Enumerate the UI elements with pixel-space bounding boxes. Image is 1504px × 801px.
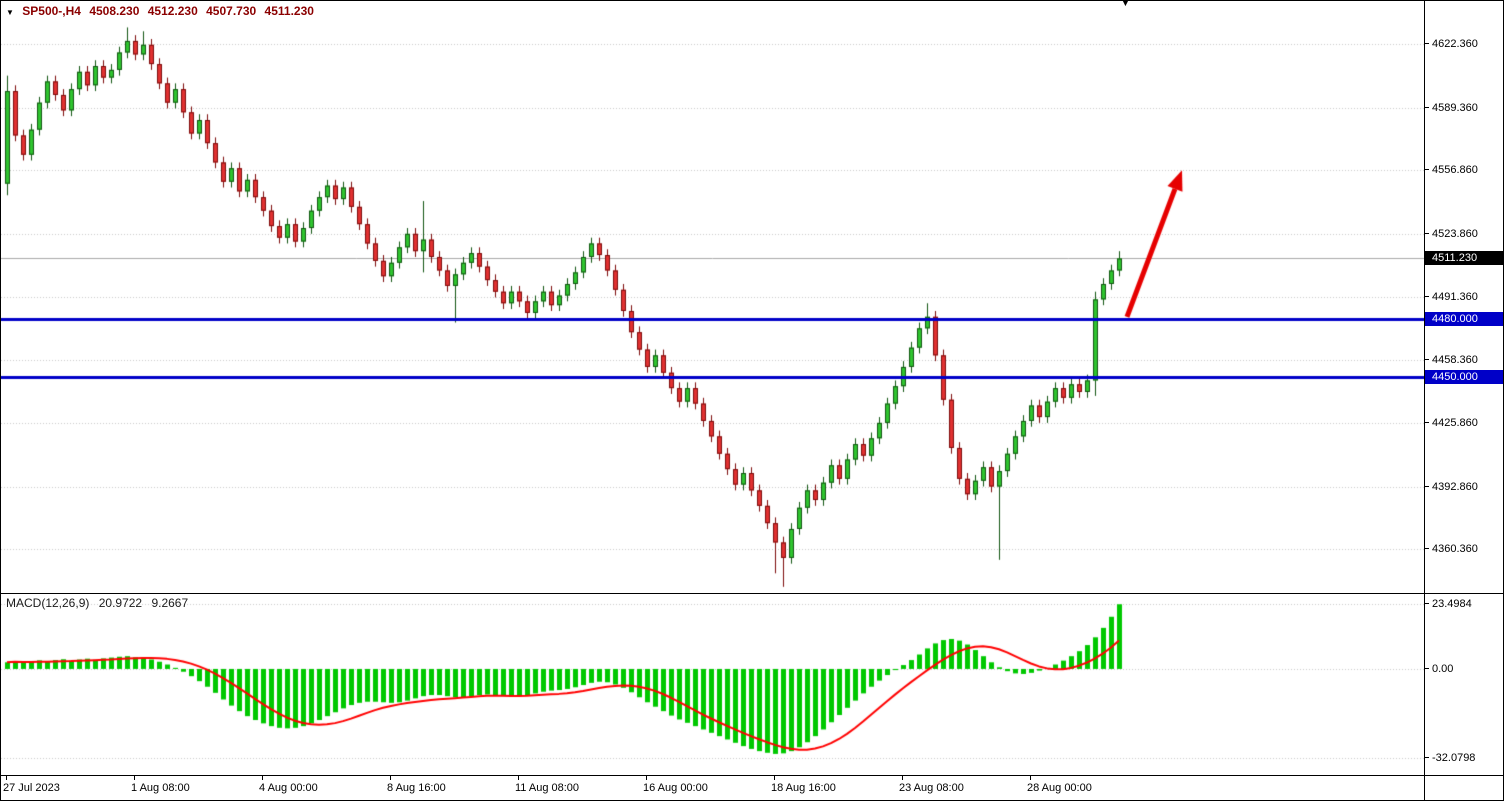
macd-indicator-label: MACD(12,26,9) 20.9722 9.2667	[6, 596, 194, 610]
chart-ohlc-info: ▼ SP500-,H4 4508.230 4512.230 4507.730 4…	[6, 4, 319, 18]
macd-signal-value: 9.2667	[151, 596, 189, 610]
time-axis-label: 18 Aug 16:00	[771, 776, 836, 794]
price-scale-label: 4458.360	[1425, 354, 1503, 366]
macd-canvas[interactable]	[1, 594, 1424, 775]
time-axis-label: 1 Aug 08:00	[131, 776, 190, 794]
time-axis-label: 28 Aug 00:00	[1027, 776, 1092, 794]
time-axis-label: 23 Aug 08:00	[899, 776, 964, 794]
macd-name: MACD(12,26,9)	[6, 596, 90, 610]
level-price-badge: 4450.000	[1425, 369, 1503, 384]
ohlc-close: 4511.230	[264, 4, 314, 18]
price-scale-label: 4589.360	[1425, 102, 1503, 114]
price-scale-label: 4360.360	[1425, 543, 1503, 555]
price-chart-panel: ▼ SP500-,H4 4508.230 4512.230 4507.730 4…	[1, 1, 1424, 594]
macd-scale-label: 23.4984	[1425, 598, 1503, 610]
ohlc-toggle-icon[interactable]: ▼	[6, 8, 14, 17]
chart-shift-marker-icon[interactable]: ▼	[1120, 0, 1131, 9]
level-price-badge: 4480.000	[1425, 311, 1503, 326]
macd-scale-label: 0.00	[1425, 663, 1503, 675]
scale-corner	[1424, 776, 1503, 800]
ohlc-low: 4507.730	[206, 4, 257, 18]
price-chart-canvas[interactable]	[1, 1, 1424, 593]
price-scale-label: 4556.860	[1425, 164, 1503, 176]
price-scale-label: 4425.860	[1425, 417, 1503, 429]
price-scale-label: 4491.360	[1425, 291, 1503, 303]
macd-value-scale[interactable]: 23.4984 0.00 -32.0798	[1424, 594, 1503, 776]
time-axis[interactable]: 27 Jul 2023 1 Aug 08:00 4 Aug 00:00 8 Aug 1…	[1, 776, 1424, 800]
ohlc-open: 4508.230	[89, 4, 140, 18]
price-scale-label: 4622.360	[1425, 38, 1503, 50]
time-axis-label: 8 Aug 16:00	[387, 776, 446, 794]
macd-current-value: 20.9722	[98, 596, 143, 610]
price-scale-label: 4523.860	[1425, 228, 1503, 240]
time-axis-label: 27 Jul 2023	[3, 776, 60, 794]
macd-scale-label: -32.0798	[1425, 752, 1503, 764]
time-axis-label: 4 Aug 00:00	[259, 776, 318, 794]
symbol-period-label: SP500-,H4	[22, 4, 81, 18]
time-axis-label: 16 Aug 00:00	[643, 776, 708, 794]
macd-indicator-panel: MACD(12,26,9) 20.9722 9.2667	[1, 594, 1424, 776]
ohlc-high: 4512.230	[147, 4, 198, 18]
time-axis-label: 11 Aug 08:00	[515, 776, 580, 794]
price-scale[interactable]: 4622.360 4589.360 4556.860 4523.860 4491.360…	[1424, 1, 1503, 594]
price-scale-label: 4392.860	[1425, 481, 1503, 493]
current-price-badge: 4511.230	[1425, 251, 1503, 266]
